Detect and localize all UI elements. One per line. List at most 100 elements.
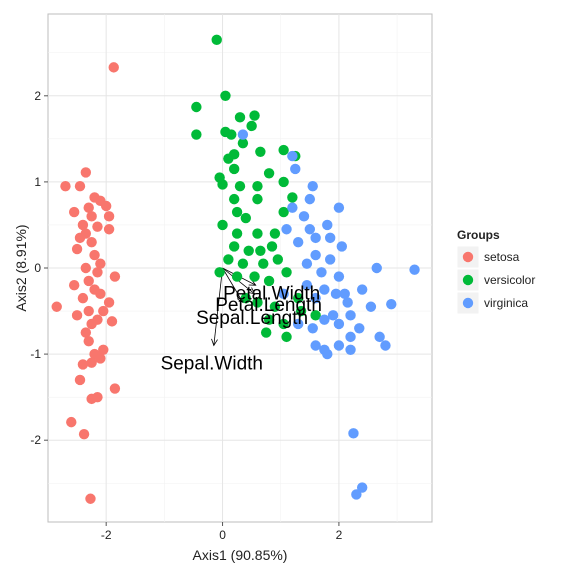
point-virginica: [307, 323, 318, 334]
point-setosa: [71, 243, 83, 255]
point-versicolor: [246, 120, 257, 132]
point-versicolor: [231, 271, 243, 282]
point-setosa: [92, 267, 103, 278]
point-virginica: [330, 288, 342, 300]
point-versicolor: [243, 245, 254, 256]
point-versicolor: [249, 271, 260, 282]
legend-label-versicolor: versicolor: [484, 273, 535, 287]
y-tick-label: -2: [30, 433, 41, 447]
point-setosa: [77, 219, 89, 231]
point-virginica: [287, 202, 298, 213]
y-tick-label: 2: [34, 89, 41, 103]
point-versicolor: [266, 241, 278, 252]
y-axis-ticks: -2 -1 0 1 2: [30, 89, 48, 447]
point-setosa: [83, 305, 94, 317]
legend: Groups setosa versicolor virginica: [456, 228, 535, 315]
point-versicolor: [281, 331, 292, 343]
legend-label-virginica: virginica: [484, 296, 528, 310]
loading-arrow: [213, 267, 223, 346]
point-setosa: [51, 301, 62, 312]
point-setosa: [86, 357, 97, 368]
point-versicolor: [263, 275, 275, 287]
point-setosa: [86, 211, 97, 222]
point-versicolor: [234, 181, 246, 192]
point-setosa: [92, 221, 103, 232]
point-versicolor: [228, 193, 240, 205]
point-virginica: [356, 482, 368, 493]
point-virginica: [298, 211, 310, 222]
point-versicolor: [278, 176, 289, 188]
point-virginica: [345, 331, 356, 343]
point-setosa: [95, 353, 106, 364]
point-virginica: [292, 318, 304, 330]
point-virginica: [356, 284, 368, 295]
point-virginica: [333, 202, 345, 213]
point-virginica: [354, 323, 365, 334]
point-setosa: [100, 200, 112, 212]
point-virginica: [310, 340, 321, 351]
x-axis-label: Axis1 (90.85%): [193, 547, 288, 563]
arrow-head: [247, 287, 256, 295]
point-setosa: [83, 202, 94, 213]
point-virginica: [409, 264, 420, 275]
point-virginica: [333, 318, 345, 330]
point-virginica: [380, 340, 391, 351]
point-virginica: [319, 314, 330, 325]
point-virginica: [327, 310, 339, 321]
point-versicolor: [255, 245, 266, 256]
point-versicolor: [231, 206, 243, 218]
point-setosa: [80, 262, 92, 274]
legend-swatch-virginica: [462, 297, 474, 309]
point-versicolor: [226, 129, 237, 140]
point-versicolor: [278, 144, 289, 156]
point-versicolor: [191, 129, 202, 140]
point-versicolor: [278, 206, 289, 218]
point-versicolor: [281, 267, 292, 278]
point-setosa: [98, 305, 109, 317]
point-versicolor: [217, 179, 228, 190]
point-setosa: [89, 249, 100, 261]
point-versicolor: [272, 254, 284, 265]
point-versicolor: [252, 181, 263, 192]
legend-swatch-setosa: [462, 251, 474, 263]
point-virginica: [310, 249, 321, 261]
point-setosa: [109, 271, 121, 282]
legend-swatch-versicolor: [462, 274, 474, 286]
point-versicolor: [237, 258, 249, 269]
point-setosa: [103, 211, 115, 222]
loading-label: Petal.Width: [223, 284, 320, 305]
point-setosa: [86, 318, 97, 330]
point-setosa: [83, 335, 94, 347]
point-versicolor: [255, 146, 266, 157]
point-virginica: [348, 428, 359, 439]
point-versicolor: [263, 168, 275, 179]
point-setosa: [74, 181, 86, 192]
point-virginica: [322, 348, 333, 360]
point-virginica: [336, 241, 348, 252]
point-versicolor: [217, 219, 228, 231]
loading-label: Sepal.Width: [161, 353, 263, 374]
loading-label: Sepal.Length: [196, 308, 308, 329]
point-versicolor: [237, 137, 249, 149]
y-axis-label: Axis2 (8.91%): [13, 224, 29, 311]
y-tick-label: 1: [34, 175, 41, 189]
point-virginica: [371, 262, 382, 274]
point-versicolor: [223, 254, 234, 265]
point-setosa: [80, 167, 92, 178]
loading-arrow: [222, 267, 244, 303]
point-setosa: [108, 62, 119, 73]
point-setosa: [77, 292, 89, 304]
point-virginica: [278, 288, 289, 300]
point-versicolor: [191, 101, 202, 113]
point-versicolor: [310, 310, 321, 321]
point-setosa: [103, 224, 115, 235]
point-versicolor: [278, 318, 289, 330]
point-versicolor: [214, 267, 225, 278]
point-virginica: [386, 298, 397, 310]
y-tick-label: -1: [30, 347, 41, 361]
point-virginica: [333, 271, 345, 282]
legend-title: Groups: [457, 228, 500, 242]
point-versicolor: [228, 163, 240, 175]
point-versicolor: [252, 228, 263, 239]
point-virginica: [365, 301, 377, 312]
